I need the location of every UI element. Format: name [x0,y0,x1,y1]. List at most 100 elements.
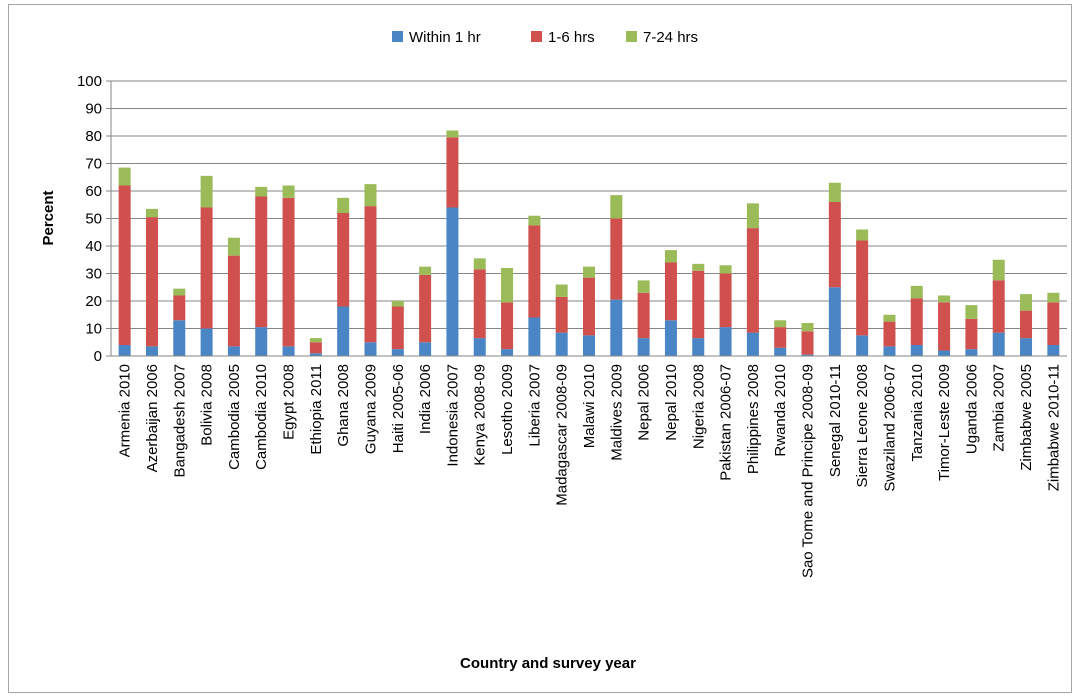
bar-segment [801,323,814,332]
bar-segment [965,349,978,356]
x-tick-label: Sao Tome and Principe 2008-09 [800,364,817,578]
x-tick-label: Timor-Leste 2009 [936,364,953,481]
bar-segment [610,299,623,356]
x-axis-tick-labels: Armenia 2010 Azerbaijan 2006 Bangadesh 200… [117,364,1063,578]
bar-segment [473,269,486,339]
bar-segment [200,328,213,356]
bar-segment [965,318,978,350]
y-axis-ticks: 0 10 20 30 40 50 60 70 80 90 100 [77,73,111,365]
y-tick-label: 50 [85,211,102,228]
bar-segment [555,332,568,356]
bar-segment [200,175,213,208]
bar-segment [446,207,459,356]
bar-segment [1020,294,1033,311]
bar-segment [555,284,568,297]
bar-segment [391,306,404,350]
bar-segment [364,184,377,207]
bar-segment [992,332,1005,356]
bar-segment [746,332,759,356]
y-axis-title: Percent [40,190,57,245]
bar-segment [446,130,459,138]
bar-segment [391,349,404,356]
x-tick-label: Senegal 2010-11 [827,364,844,477]
bar-segment [664,320,677,356]
bar-segment [801,331,814,355]
bar-segment [774,347,787,356]
bar-segment [173,295,186,321]
bar-segment [227,346,240,356]
bar-segment [282,346,295,356]
bar-segment [910,345,923,356]
bar-segment [856,240,869,336]
bar-segment [719,327,732,356]
legend-label: 1-6 hrs [548,29,595,46]
x-tick-label: Malawi 2010 [581,364,598,448]
bar-segment [637,280,650,293]
legend-label: Within 1 hr [409,29,481,46]
x-tick-label: Zimbabwe 2010-11 [1045,364,1062,491]
legend-label: 7-24 hrs [643,29,698,46]
y-tick-label: 80 [85,128,102,145]
bar-segment [501,349,514,356]
bar-segment [145,217,158,347]
x-axis-title: Country and survey year [460,655,636,672]
y-tick-label: 0 [94,348,102,365]
bar-segment [610,195,623,219]
bar-segment [938,350,951,356]
bar-segment [828,287,841,356]
bar-segment [309,353,322,356]
bar-segment [583,277,595,336]
bar-segment [118,185,131,345]
bar-segment [637,292,650,339]
bar-segment [910,298,923,345]
bar-segment [1047,302,1060,345]
bar-segment [1047,292,1060,303]
bar-segment [145,208,158,218]
bar-segment [173,320,186,356]
x-tick-label: India 2006 [417,364,434,434]
bar-segment [419,274,432,343]
gridlines [111,80,1067,329]
y-tick-label: 40 [85,238,102,255]
x-tick-label: Bangadesh 2007 [171,364,188,477]
bar-segment [856,229,869,241]
bar-segment [337,197,350,213]
y-tick-label: 20 [85,293,102,310]
bar-segment [227,237,240,256]
x-tick-label: Indonesia 2007 [444,364,461,467]
x-tick-label: Cambodia 2005 [226,364,243,470]
x-tick-label: Ghana 2008 [335,364,352,447]
bar-segment [227,255,240,347]
bar-segment [801,354,814,356]
bar-segment [200,207,213,329]
bar-segment [1047,345,1060,356]
bar-segment [118,167,131,186]
bar-segment [255,196,268,328]
bar-segment [309,342,322,354]
bar-segment [583,335,595,356]
bar-segment [883,314,896,322]
bar-segment [637,338,650,356]
x-tick-label: Cambodia 2010 [253,364,270,470]
bar-segment [1020,310,1033,339]
x-tick-label: Nepal 2006 [636,364,653,441]
x-tick-label: Philippines 2008 [745,364,762,474]
x-tick-label: Tanzania 2010 [909,364,926,462]
x-tick-label: Sierra Leone 2008 [854,364,871,487]
legend-swatch [531,31,542,42]
y-tick-label: 10 [85,321,102,338]
bar-segment [501,268,514,303]
bar-segment [364,206,377,343]
x-tick-label: Zimbabwe 2005 [1018,364,1035,471]
legend-swatch [626,31,637,42]
bar-segment [501,302,514,350]
x-tick-label: Liberia 2007 [526,364,543,447]
x-tick-label: Rwanda 2010 [772,364,789,457]
bar-segment [419,266,432,275]
bar-segment [255,186,268,197]
x-tick-label: Maldives 2009 [608,364,625,461]
bar-segment [883,321,896,347]
bar-segment [337,306,350,356]
bar-segment [883,346,896,356]
bar-segment [282,185,295,198]
